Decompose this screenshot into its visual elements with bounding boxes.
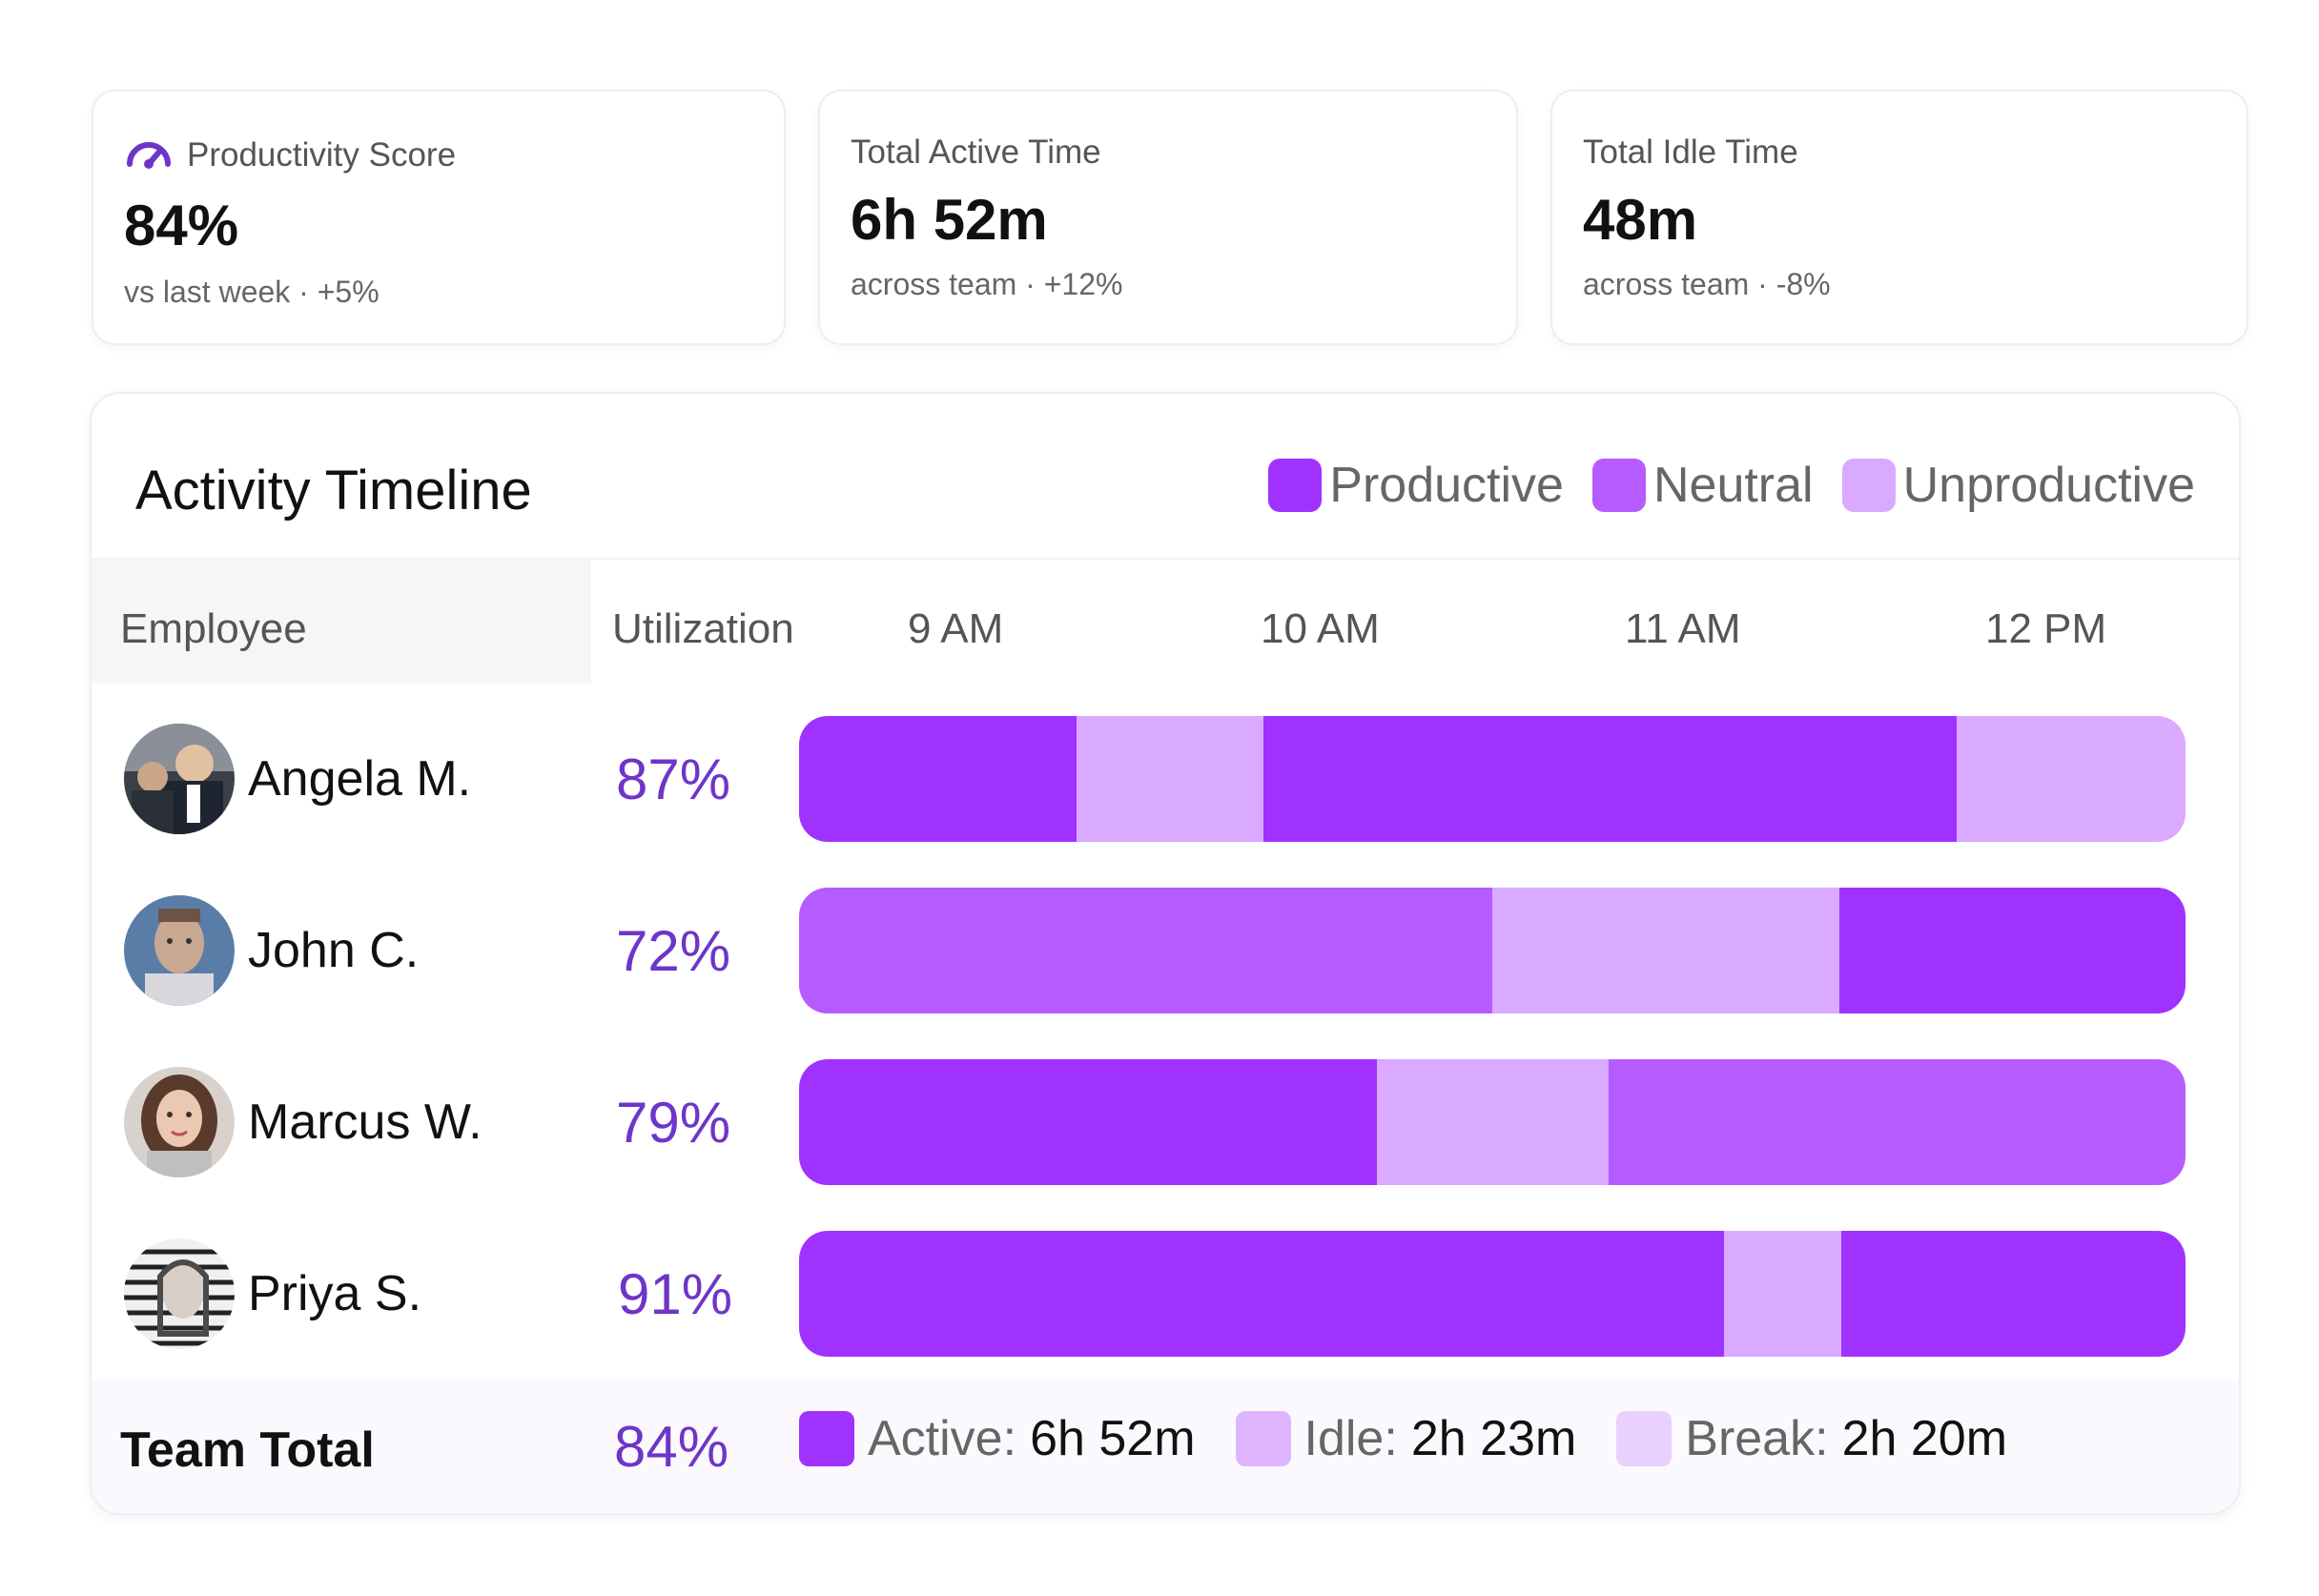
utilization-value: 91% [618,1262,733,1326]
utilization-value: 79% [616,1091,731,1155]
column-header-utilization: Utilization [612,605,794,652]
time-label: 11 AM [1625,605,1741,652]
team-total-row-bg [92,1380,2239,1513]
stat-subtext: across team · -8% [1583,267,1831,301]
table-row[interactable]: Angela M. 87% [92,712,2239,846]
timeline-segment-unproductive [1492,888,1839,1013]
productivity-score-header: Productivity Score [124,133,456,176]
active-swatch [799,1411,854,1466]
timeline-segment-unproductive [1957,716,2186,842]
team-total-label: Team Total [120,1422,375,1478]
legend-label: Unproductive [1902,458,2195,513]
table-row[interactable]: Marcus W. 79% [92,1055,2239,1189]
timeline-segment-neutral [799,888,1492,1013]
timeline-segment-unproductive [1723,1231,1842,1357]
foot-value: 2h 20m [1841,1411,2008,1466]
timeline-segment-productive [799,716,1077,842]
avatar [124,1067,235,1177]
avatar [124,724,235,834]
table-row[interactable]: John C. 72% [92,884,2239,1017]
stat-value: 6h 52m [851,188,1048,252]
timeline-legend: Productive Neutral Unproductive [1268,457,2195,514]
team-total-stats: Active: 6h 52m Idle: 2h 23m Break: 2h 20… [799,1410,2047,1467]
timeline-segment-productive [1838,888,2186,1013]
legend-swatch-unproductive [1841,459,1896,512]
timeline-title: Activity Timeline [135,460,532,522]
avatar [124,1238,235,1349]
time-label: 10 AM [1261,605,1380,652]
foot-value: 6h 52m [1030,1411,1196,1466]
timeline-bar [799,888,2186,1013]
avatar [124,895,235,1006]
legend-item-unproductive: Unproductive [1841,457,2195,514]
stat-label: Total Idle Time [1583,133,1798,171]
employee-name: Priya S. [248,1266,422,1321]
stat-label: Total Active Time [851,133,1101,171]
stat-label: Productivity Score [187,135,457,174]
timeline-segment-unproductive [1076,716,1264,842]
total-idle-time-card: Total Idle Time 48m across team · -8% [1550,90,2248,345]
timeline-segment-productive [1263,716,1958,842]
team-total-break: Break: 2h 20m [1616,1410,2007,1467]
timeline-bar [799,1231,2186,1357]
stat-subtext: vs last week · +5% [124,275,380,309]
total-active-time-card: Total Active Time 6h 52m across team · +… [818,90,1518,345]
team-total-active: Active: 6h 52m [799,1410,1196,1467]
break-swatch [1616,1411,1673,1466]
stat-value: 48m [1583,188,1698,252]
employee-name: Angela M. [248,751,472,807]
productivity-score-card: Productivity Score 84% vs last week · +5… [92,90,786,345]
legend-swatch-productive [1268,459,1323,512]
legend-item-neutral: Neutral [1591,457,1814,514]
legend-label: Neutral [1652,458,1814,513]
timeline-segment-unproductive [1377,1059,1610,1185]
time-label: 12 PM [1985,605,2107,652]
total-idle-time-header: Total Idle Time [1583,133,1798,172]
total-active-time-header: Total Active Time [851,133,1101,172]
timeline-bar [799,716,2186,842]
team-total-utilization: 84% [614,1415,729,1479]
time-label: 9 AM [908,605,1004,652]
employee-name: John C. [248,923,420,978]
table-row[interactable]: Priya S. 91% [92,1227,2239,1361]
timeline-segment-productive [799,1231,1724,1357]
gauge-icon [124,133,174,176]
header-divider [92,558,2239,560]
utilization-value: 72% [616,919,731,983]
timeline-segment-neutral [1609,1059,2186,1185]
foot-key: Active: [868,1411,1017,1466]
timeline-segment-productive [1841,1231,2186,1357]
timeline-bar [799,1059,2186,1185]
idle-swatch [1235,1411,1291,1466]
stat-value: 84% [124,194,239,257]
activity-timeline-card: Activity Timeline Productive Neutral Unp… [90,392,2241,1515]
foot-key: Break: [1685,1411,1829,1466]
foot-value: 2h 23m [1410,1411,1577,1466]
stat-subtext: across team · +12% [851,267,1123,301]
legend-swatch-neutral [1591,459,1646,512]
utilization-value: 87% [616,747,731,811]
legend-label: Productive [1329,458,1564,513]
timeline-segment-productive [799,1059,1378,1185]
foot-key: Idle: [1303,1411,1398,1466]
employee-column-header-bg [92,560,591,684]
legend-item-productive: Productive [1268,457,1564,514]
employee-name: Marcus W. [248,1095,482,1150]
team-total-idle: Idle: 2h 23m [1235,1410,1577,1467]
column-header-employee: Employee [120,605,307,652]
